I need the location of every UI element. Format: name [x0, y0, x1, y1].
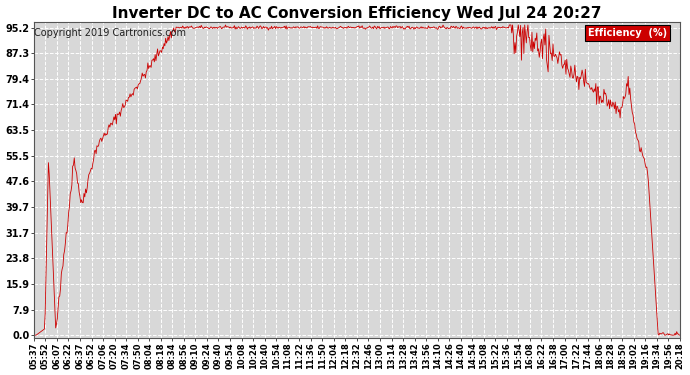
Text: Copyright 2019 Cartronics.com: Copyright 2019 Cartronics.com	[34, 28, 186, 38]
Text: Efficiency  (%): Efficiency (%)	[588, 28, 667, 38]
Title: Inverter DC to AC Conversion Efficiency Wed Jul 24 20:27: Inverter DC to AC Conversion Efficiency …	[112, 6, 602, 21]
